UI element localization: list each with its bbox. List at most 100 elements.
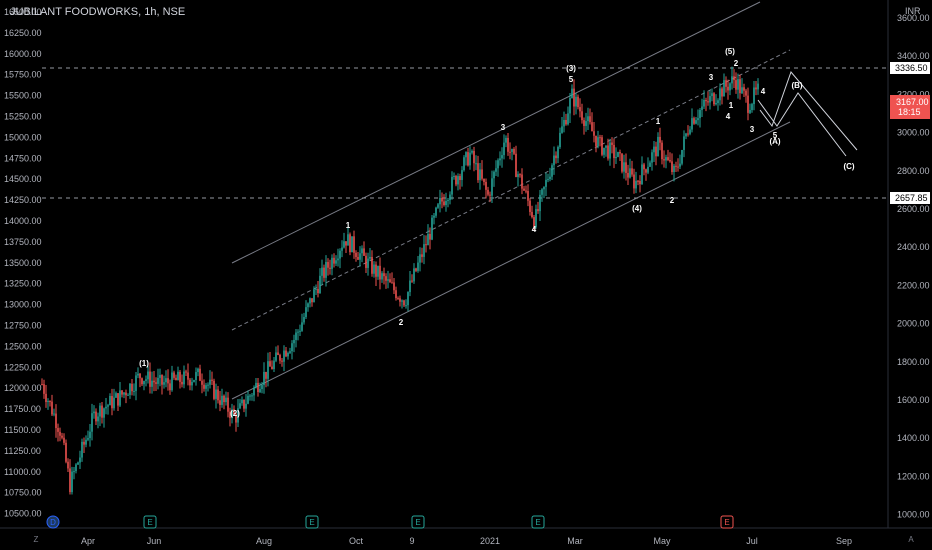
candle-body — [435, 207, 437, 216]
candle-body — [717, 100, 719, 104]
candle-body — [725, 80, 727, 87]
candle-body — [111, 395, 113, 409]
candle-body — [405, 305, 407, 307]
candle-body — [57, 428, 59, 432]
candle-body — [503, 142, 505, 156]
candle-body — [499, 158, 501, 161]
projection-path-one — [759, 71, 858, 151]
candle-body — [115, 393, 117, 398]
earnings-badge[interactable]: E — [305, 515, 319, 529]
right-axis-tick-label: 2800.00 — [897, 166, 930, 176]
candle-body — [523, 188, 525, 191]
candle-body — [61, 435, 63, 438]
candle-body — [199, 368, 201, 381]
candle-body — [181, 381, 183, 385]
candle-body — [321, 267, 323, 276]
lower-level-price: 2657.85 — [895, 193, 928, 203]
left-axis-tick-label: 11500.00 — [4, 425, 41, 435]
candle-body — [55, 413, 57, 429]
wave-label: 5 — [569, 75, 574, 84]
candle-body — [329, 267, 331, 269]
wave-label: 3 — [501, 123, 506, 132]
left-axis-tick-label: 10500.00 — [4, 509, 42, 519]
candle-body — [581, 111, 583, 121]
candle-body — [669, 160, 671, 162]
candle-body — [431, 217, 433, 240]
wave-labels: (1) (2) 1 2 3 4 5 (3) (4) 1 2 3 4 3 (5) 1 2 4 5 (B) (A) (C) — [139, 47, 855, 418]
candle-body — [221, 395, 223, 405]
wave-label: 1 — [346, 221, 351, 230]
candle-body — [415, 268, 417, 271]
candle-body — [59, 431, 61, 436]
candle-body — [279, 355, 281, 361]
candle-body — [593, 131, 595, 136]
candle-body — [277, 352, 279, 356]
auto-scale-button[interactable]: A — [908, 535, 914, 544]
candle-body — [615, 156, 617, 159]
left-axis-tick-label: 12000.00 — [4, 383, 42, 393]
candle-body — [235, 414, 237, 423]
wave-label: 4 — [532, 225, 537, 234]
time-axis-label: 9 — [409, 536, 414, 546]
left-axis-tick-label: 14750.00 — [4, 153, 42, 163]
earnings-badge[interactable]: E — [143, 515, 157, 529]
candle-body — [255, 382, 257, 388]
wave-label: (1) — [139, 359, 149, 368]
candle-body — [639, 180, 641, 185]
candle-body — [607, 145, 609, 159]
right-axis-tick-label: 1800.00 — [897, 357, 930, 367]
earnings-badge[interactable]: E — [531, 515, 545, 529]
candle-body — [537, 209, 539, 212]
channel-upper-line — [231, 1, 761, 264]
candle-body — [653, 146, 655, 153]
left-price-axis[interactable]: 16500.00 16250.00 16000.00 15750.00 15500.00… — [4, 7, 42, 519]
candle-body — [483, 178, 485, 182]
candle-body — [459, 176, 461, 180]
time-axis-label: Oct — [349, 536, 364, 546]
candle-body — [299, 330, 301, 332]
candle-body — [627, 172, 629, 178]
wave-label: (B) — [791, 81, 802, 90]
candle-body — [161, 375, 163, 385]
candle-body — [219, 400, 221, 405]
candle-body — [323, 267, 325, 278]
left-axis-tick-label: 13250.00 — [4, 279, 42, 289]
candle-body — [125, 392, 127, 396]
time-axis-label: May — [653, 536, 671, 546]
scale-toggle-left-button[interactable]: Z — [33, 535, 39, 544]
time-axis[interactable]: Apr Jun Aug Oct 9 2021 Mar May Jul Sep — [0, 527, 932, 546]
dividend-badge[interactable]: D — [46, 515, 60, 529]
candle-body — [413, 268, 415, 282]
horizontal-levels — [42, 67, 888, 199]
earnings-badge[interactable]: E — [411, 515, 425, 529]
candle-body — [421, 254, 423, 257]
candle-body — [657, 136, 659, 157]
candle-body — [713, 93, 715, 105]
candle-body — [139, 373, 141, 379]
candle-body — [595, 135, 597, 147]
right-axis-tick-label: 1600.00 — [897, 395, 930, 405]
candle-body — [215, 389, 217, 399]
svg-text:E: E — [724, 518, 729, 527]
candle-body — [301, 322, 303, 331]
candle-body — [399, 298, 401, 302]
candle-body — [167, 378, 169, 384]
svg-text:D: D — [50, 518, 56, 527]
candle-body — [441, 197, 443, 202]
candle-body — [423, 244, 425, 257]
time-axis-label: Jun — [147, 536, 162, 546]
wave-label: 3 — [750, 125, 755, 134]
right-price-axis[interactable]: 3600.00 3400.00 3200.00 3000.00 2800.00 2600.… — [887, 0, 930, 528]
earnings-badge[interactable]: E — [720, 515, 734, 529]
candle-body — [233, 409, 235, 415]
candle-body — [149, 371, 151, 387]
candle-body — [349, 234, 351, 253]
candle-body — [693, 118, 695, 124]
candle-body — [601, 137, 603, 155]
candle-body — [555, 155, 557, 159]
candle-body — [495, 168, 497, 172]
candle-body — [563, 119, 565, 127]
candle-body — [695, 120, 697, 124]
